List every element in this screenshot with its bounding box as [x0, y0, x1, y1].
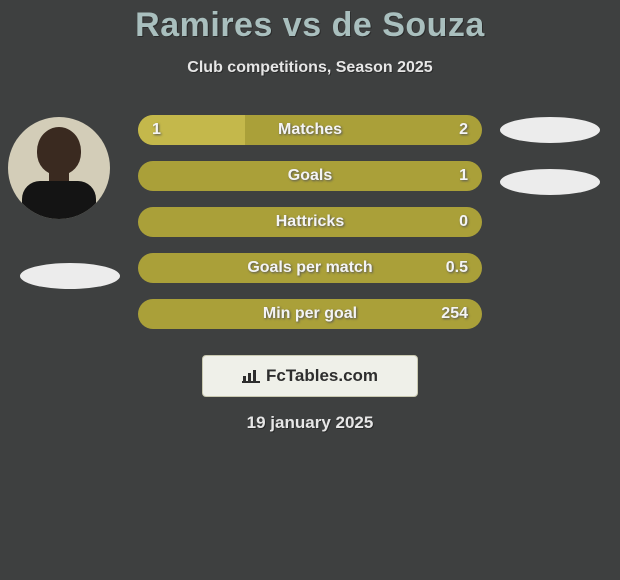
- stat-label: Goals per match: [138, 253, 482, 283]
- stat-label: Matches: [138, 115, 482, 145]
- stat-bars: 1Matches2Goals1Hattricks0Goals per match…: [138, 115, 482, 345]
- stat-value-right: 254: [441, 299, 468, 329]
- chart-icon: [242, 369, 260, 383]
- player-left-shadow: [20, 263, 120, 289]
- brand-label: FcTables.com: [266, 366, 378, 386]
- player-right-shadow-2: [500, 169, 600, 195]
- stat-value-right: 0: [459, 207, 468, 237]
- stat-value-right: 2: [459, 115, 468, 145]
- stat-value-right: 0.5: [446, 253, 468, 283]
- stat-label: Hattricks: [138, 207, 482, 237]
- date-label: 19 january 2025: [0, 413, 620, 433]
- stat-bar: Goals1: [138, 161, 482, 191]
- brand-badge[interactable]: FcTables.com: [202, 355, 418, 397]
- page-title: Ramires vs de Souza: [0, 0, 620, 45]
- stat-bar: 1Matches2: [138, 115, 482, 145]
- stat-bar: Hattricks0: [138, 207, 482, 237]
- stat-bar: Goals per match0.5: [138, 253, 482, 283]
- stat-label: Min per goal: [138, 299, 482, 329]
- player-left-avatar: [8, 117, 110, 219]
- stat-bar: Min per goal254: [138, 299, 482, 329]
- avatar-silhouette: [19, 127, 99, 217]
- stat-label: Goals: [138, 161, 482, 191]
- stat-value-right: 1: [459, 161, 468, 191]
- subtitle: Club competitions, Season 2025: [0, 59, 620, 77]
- player-right-shadow-1: [500, 117, 600, 143]
